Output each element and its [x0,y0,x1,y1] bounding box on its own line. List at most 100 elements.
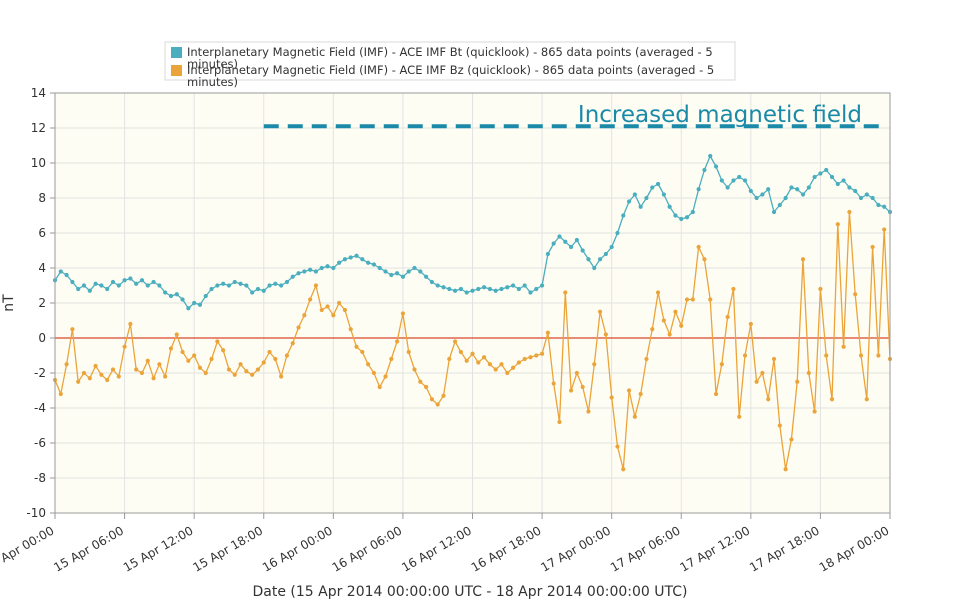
data-point [302,313,307,318]
data-point [499,362,504,367]
data-point [261,288,266,293]
data-point [308,297,313,302]
data-point [824,353,829,358]
data-point [615,230,620,236]
data-point [812,174,817,180]
data-point [696,187,701,192]
data-point [760,192,765,197]
data-point [847,209,852,215]
data-point [476,286,481,292]
data-point [93,363,98,369]
data-point [470,288,475,293]
data-point [876,353,881,358]
data-point [882,227,887,232]
data-point [853,292,858,297]
data-point [505,370,510,376]
data-point [105,286,110,292]
data-point [395,271,400,276]
data-point [186,306,191,311]
data-point [626,199,632,204]
x-tick-label: 17 Apr 18:00 [747,523,822,574]
data-point [516,360,521,365]
data-point [690,297,695,302]
data-point [673,309,678,314]
data-point [244,369,249,374]
y-tick-label: -6 [34,436,46,450]
data-point [447,286,452,292]
data-point [690,209,695,215]
legend[interactable]: Interplanetary Magnetic Field (IMF) - AC… [164,41,736,89]
data-point [308,267,313,272]
data-point [348,255,353,260]
annotation: Increased magnetic field [263,102,885,129]
data-point [232,279,237,285]
data-point [313,283,319,288]
data-point [232,372,237,377]
data-point [621,213,626,218]
data-point [64,362,69,367]
data-point [476,360,481,365]
x-tick-label: 16 Apr 18:00 [469,523,544,574]
data-point [481,285,487,290]
data-point [110,279,116,285]
data-point [754,195,759,201]
legend-item-bt[interactable]: Interplanetary Magnetic Field (IMF) - AC… [171,45,716,71]
data-point [429,397,435,402]
data-point [679,216,684,222]
data-point [209,286,214,292]
data-point [644,356,649,362]
data-point [783,195,788,201]
data-point [435,402,440,407]
data-point [487,286,492,292]
data-point [818,171,823,176]
data-point [481,355,487,360]
data-point [383,269,388,274]
data-point [650,185,655,190]
data-point [424,384,429,390]
data-point [157,283,162,288]
data-point [168,346,174,351]
data-point [864,192,869,197]
data-point [609,395,614,400]
data-point [522,356,527,362]
data-point [696,244,701,250]
data-point [192,300,197,306]
data-point [835,222,840,227]
data-point [829,397,835,402]
data-point [545,251,550,257]
data-point [621,467,626,472]
y-tick-label: -8 [34,471,46,485]
data-point [377,384,382,390]
y-tick-label: -2 [34,366,46,380]
data-point [464,290,469,295]
data-point [470,351,475,356]
data-point [800,257,806,262]
y-tick-label: 8 [38,191,46,205]
data-point [215,283,220,288]
data-point [812,409,817,414]
data-point [186,358,191,363]
data-point [487,362,492,367]
data-point [453,288,458,293]
legend-item-bz[interactable]: Interplanetary Magnetic Field (IMF) - AC… [171,63,718,89]
data-point [725,185,730,190]
data-point [771,356,777,362]
data-point [626,388,632,393]
y-tick-label: -10 [26,506,46,520]
x-tick-label: 16 Apr 06:00 [330,523,405,574]
data-point [203,293,208,299]
series-layer [52,153,893,472]
data-point [655,181,661,187]
series-0 [52,153,893,311]
data-point [580,248,585,253]
data-point [348,327,353,332]
data-point [870,244,875,250]
data-point [638,391,643,397]
data-point [632,192,637,197]
data-point [586,257,591,262]
legend-swatch-bt [171,47,182,58]
data-point [882,204,887,209]
data-point [250,290,255,295]
data-point [116,374,121,379]
